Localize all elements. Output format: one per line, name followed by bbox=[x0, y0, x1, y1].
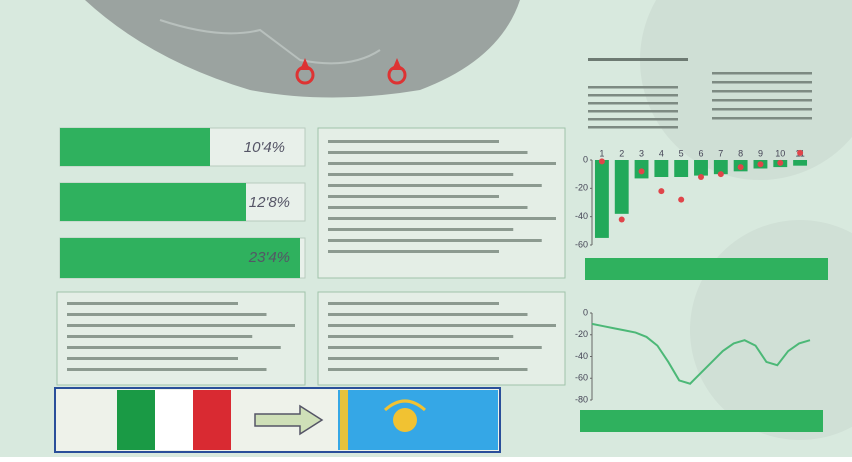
text-line bbox=[328, 335, 514, 338]
x-tick-label: 1 bbox=[599, 148, 604, 158]
map-pin bbox=[295, 58, 315, 85]
text-line bbox=[328, 250, 499, 253]
text-line bbox=[328, 162, 556, 165]
text-line bbox=[67, 368, 267, 371]
y-tick-label: -80 bbox=[575, 394, 588, 404]
map-pin bbox=[387, 58, 407, 85]
y-tick-label: -60 bbox=[575, 239, 588, 249]
flags-strip bbox=[54, 387, 501, 453]
x-tick-label: 10 bbox=[775, 148, 785, 158]
bar bbox=[614, 160, 629, 214]
text-line bbox=[67, 346, 281, 349]
x-tick-label: 6 bbox=[698, 148, 703, 158]
bar bbox=[674, 160, 689, 177]
marker bbox=[678, 196, 685, 203]
x-tick-label: 3 bbox=[639, 148, 644, 158]
y-tick-label: -40 bbox=[575, 211, 588, 221]
y-tick-label: -20 bbox=[575, 183, 588, 193]
text-box bbox=[56, 291, 306, 386]
bar bbox=[793, 160, 808, 166]
text-line bbox=[328, 313, 528, 316]
x-tick-label: 9 bbox=[758, 148, 763, 158]
x-tick-label: 7 bbox=[718, 148, 723, 158]
text-line bbox=[328, 217, 556, 220]
legend-line bbox=[588, 86, 678, 89]
bar bbox=[713, 160, 728, 175]
marker bbox=[598, 158, 605, 165]
bar bbox=[654, 160, 669, 177]
bar bbox=[594, 160, 609, 238]
text-line bbox=[328, 140, 499, 143]
text-line bbox=[328, 346, 542, 349]
y-tick-label: -20 bbox=[575, 329, 588, 339]
marker bbox=[797, 149, 804, 156]
marker bbox=[638, 168, 645, 175]
y-tick-label: 0 bbox=[583, 154, 588, 164]
legend-line bbox=[588, 94, 678, 97]
legend-line bbox=[712, 99, 812, 102]
text-line bbox=[328, 368, 528, 371]
legend-line bbox=[588, 126, 678, 129]
legend-line bbox=[712, 81, 812, 84]
stat-row: 12'8% bbox=[59, 182, 306, 222]
legend-line bbox=[588, 118, 678, 121]
y-tick-label: 0 bbox=[583, 307, 588, 317]
marker bbox=[757, 161, 764, 168]
marker bbox=[618, 216, 625, 223]
y-tick-label: -40 bbox=[575, 351, 588, 361]
text-line bbox=[328, 195, 499, 198]
stat-value: 12'8% bbox=[249, 194, 290, 211]
text-line bbox=[67, 324, 295, 327]
text-line bbox=[328, 239, 542, 242]
stat-row: 23'4% bbox=[59, 237, 306, 279]
map-land bbox=[85, 0, 520, 98]
text-line bbox=[328, 151, 528, 154]
legend-line bbox=[588, 110, 678, 113]
text-line bbox=[67, 357, 238, 360]
banner bbox=[585, 258, 828, 280]
text-line bbox=[67, 302, 238, 305]
legend-line bbox=[588, 58, 688, 61]
text-line bbox=[67, 335, 253, 338]
x-tick-label: 4 bbox=[659, 148, 664, 158]
marker bbox=[737, 164, 744, 171]
text-line bbox=[328, 173, 514, 176]
text-box bbox=[317, 291, 566, 386]
legend-line bbox=[588, 102, 678, 105]
stat-row: 10'4% bbox=[59, 127, 306, 167]
text-lines bbox=[67, 140, 556, 371]
legend-line bbox=[712, 90, 812, 93]
decor bbox=[640, 0, 852, 180]
banner bbox=[580, 410, 823, 432]
text-line bbox=[328, 357, 499, 360]
legend-line bbox=[712, 117, 812, 120]
text-line bbox=[328, 228, 514, 231]
text-line bbox=[328, 206, 528, 209]
x-tick-label: 2 bbox=[619, 148, 624, 158]
stat-value: 23'4% bbox=[248, 249, 290, 266]
map-border bbox=[159, 19, 381, 65]
marker bbox=[717, 171, 724, 178]
line bbox=[591, 322, 811, 385]
legend-area bbox=[588, 58, 812, 129]
x-tick-label: 8 bbox=[738, 148, 743, 158]
text-box bbox=[317, 127, 566, 279]
text-line bbox=[328, 184, 542, 187]
bar bbox=[694, 160, 708, 176]
legend-line bbox=[712, 108, 812, 111]
y-tick-label: -60 bbox=[575, 373, 588, 383]
marker bbox=[698, 174, 704, 180]
marker bbox=[777, 159, 784, 166]
text-line bbox=[328, 302, 499, 305]
text-line bbox=[328, 324, 556, 327]
legend-line bbox=[712, 72, 812, 75]
x-tick-label: 5 bbox=[679, 148, 684, 158]
stat-value: 10'4% bbox=[244, 139, 285, 156]
text-line bbox=[67, 313, 267, 316]
marker bbox=[658, 188, 665, 195]
